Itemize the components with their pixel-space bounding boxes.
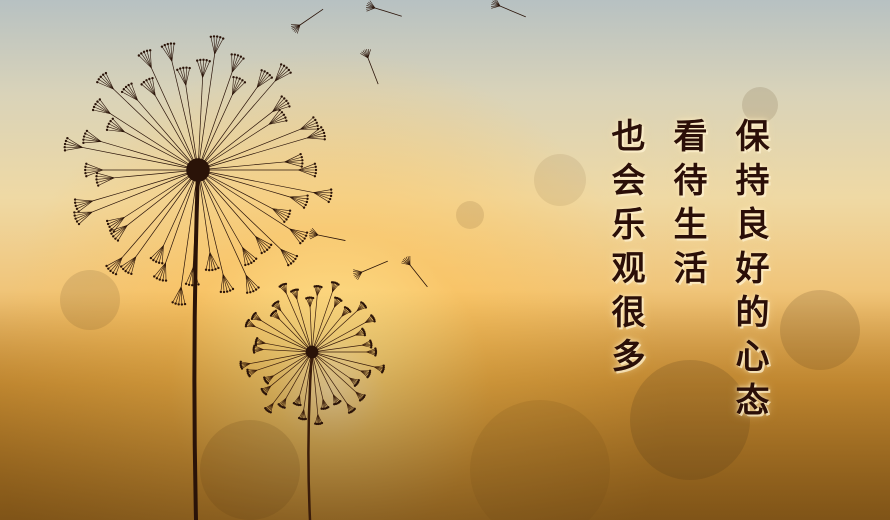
poem-column-2: 看待生活	[667, 118, 707, 294]
large-dandelion	[63, 35, 333, 520]
poem-text: 也会乐观很多 看待生活 保持良好的心态	[605, 118, 769, 426]
grass-field	[0, 290, 890, 520]
poem-column-3: 也会乐观很多	[605, 118, 645, 382]
small-dandelion	[239, 281, 385, 520]
poem-column-1: 保持良好的心态	[729, 118, 769, 426]
floating-seeds	[290, 0, 526, 288]
